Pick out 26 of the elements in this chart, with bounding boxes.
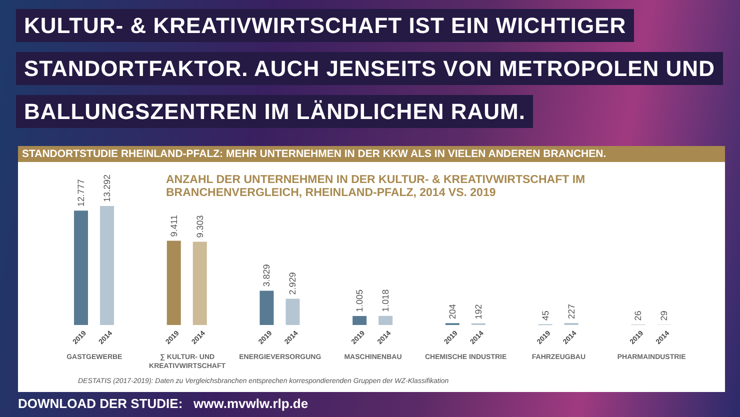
- bar: [74, 210, 88, 325]
- bar: [192, 242, 207, 325]
- bar: [378, 316, 393, 325]
- data-label: 204: [447, 304, 458, 320]
- data-label: 29: [659, 310, 670, 321]
- data-label: 192: [473, 304, 484, 320]
- chart-subtitle: STANDORTSTUDIE RHEINLAND-PFALZ: MEHR UNTERNEHMEN IN DER KKW ALS IN VIELEN ANDEREN BRANCHEN.: [18, 146, 725, 162]
- data-label: 1.018: [380, 289, 391, 312]
- chart-title: KULTUR- & KREATIVWIRTSCHAFT IST EIN WICHTIGER STANDORTFAKTOR. AUCH JENSEITS VON METROPOLEN UND BALLUNGSZENTREN IM LÄNDLICHEN RAUM.: [16, 9, 723, 128]
- bar: [352, 316, 367, 325]
- bar: [166, 240, 181, 325]
- bar: [286, 298, 300, 325]
- data-label: 45: [540, 310, 550, 321]
- text: DOWNLOAD DER STUDIE: www.mvwlw.rlp.de: [18, 396, 308, 411]
- data-label: 12.777: [76, 179, 86, 207]
- data-label: 9.303: [194, 215, 205, 238]
- bar: [260, 290, 274, 325]
- data-label: 1.005: [354, 289, 365, 312]
- data-label: 26: [633, 310, 644, 321]
- data-label: 13.292: [102, 174, 112, 202]
- data-label: 2.929: [288, 272, 298, 295]
- data-label: 227: [566, 304, 576, 319]
- data-label: 3.829: [262, 264, 272, 287]
- text: ANZAHL DER UNTERNEHMEN IN DER KULTUR- & KREATIVWIRTSCHAFT IM BRANCHENVERGLEICH, RHEINLAND-PFALZ, 2014 VS. 2019: [166, 174, 586, 200]
- data-label: 9.411: [168, 214, 179, 237]
- bar: [100, 206, 114, 325]
